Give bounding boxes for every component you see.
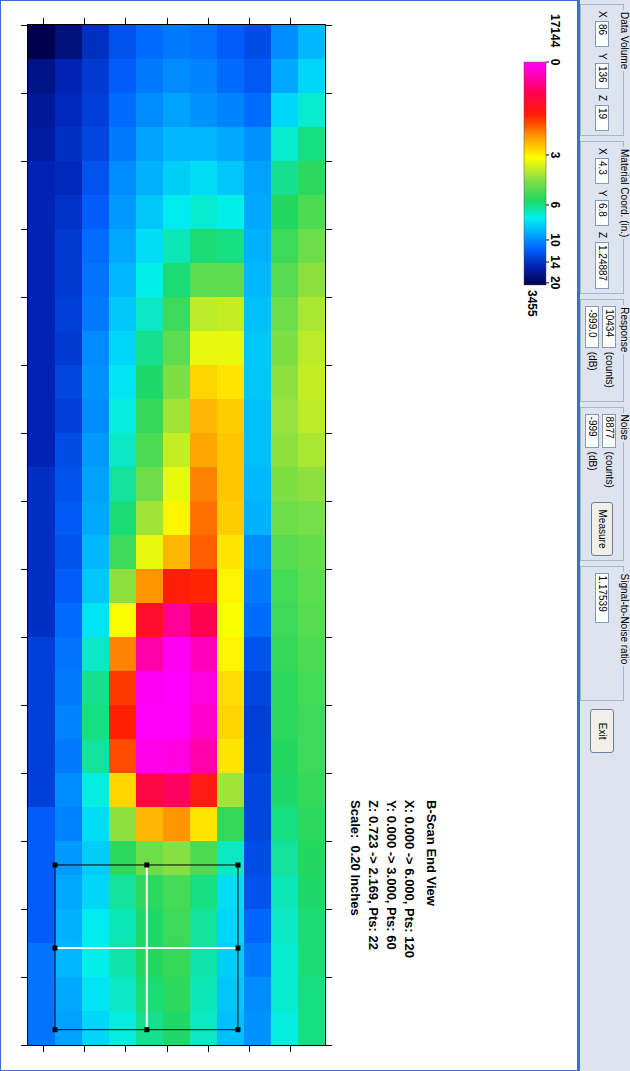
svg-text:14: 14 [548,255,562,269]
html-text:Scale: 0.20 Inches: Scale: 0.20 Inches [348,800,363,916]
html-text:Noise: Noise [619,414,630,441]
html-text:-999.0: -999.0 [587,309,598,338]
html-text:Exit: Exit [597,722,608,740]
html-text:X: X [597,11,608,18]
svg-text:17144: 17144 [548,14,562,48]
html-text:Response: Response [619,307,630,353]
html-text:Y: 0.000 -> 3.000, Pts: 60: Y: 0.000 -> 3.000, Pts: 60 [384,800,399,950]
html-text:(dB): (dB) [587,451,598,471]
html-text:Y: Y [597,190,608,197]
html-text:X: X [597,148,608,155]
html-text:-999: -999 [587,416,598,437]
html-text:Z: Z [597,232,608,239]
html-text:Z: 0.723 -> 2.169, Pts: 22: Z: 0.723 -> 2.169, Pts: 22 [366,800,381,950]
html-text:Measure: Measure [597,509,608,549]
html-text:(dB): (dB) [587,351,598,371]
html-text:19: 19 [597,108,608,120]
html-text:8877: 8877 [604,416,615,439]
html-text:6.8: 6.8 [597,203,608,217]
html-text:B-Scan End View: B-Scan End View [424,800,439,906]
html-text:Data Volume: Data Volume [619,12,630,70]
html-text:Z: Z [597,95,608,102]
svg-text:20: 20 [548,276,562,290]
html-text:(counts): (counts) [604,451,615,488]
svg-text:3: 3 [548,152,562,159]
html-text:Y: Y [597,53,608,60]
svg-text:6: 6 [548,202,562,209]
html-text:1.24887: 1.24887 [597,245,608,282]
html-text:Signal-to-Noise ratio: Signal-to-Noise ratio [619,573,630,665]
html-text:10434: 10434 [604,309,615,337]
svg-text:3455: 3455 [525,290,539,317]
html-text:Material Coord. (in.): Material Coord. (in.) [619,149,630,238]
svg-text:10: 10 [548,233,562,247]
html-text:1.17539: 1.17539 [597,575,608,612]
html-text:4.3: 4.3 [597,161,608,175]
html-text:(counts): (counts) [604,351,615,388]
svg-text:0: 0 [548,59,562,66]
html-text:136: 136 [597,66,608,83]
html-text:X: 0.000 -> 6.000, Pts: 120: X: 0.000 -> 6.000, Pts: 120 [402,800,417,958]
html-text:86: 86 [597,24,608,36]
